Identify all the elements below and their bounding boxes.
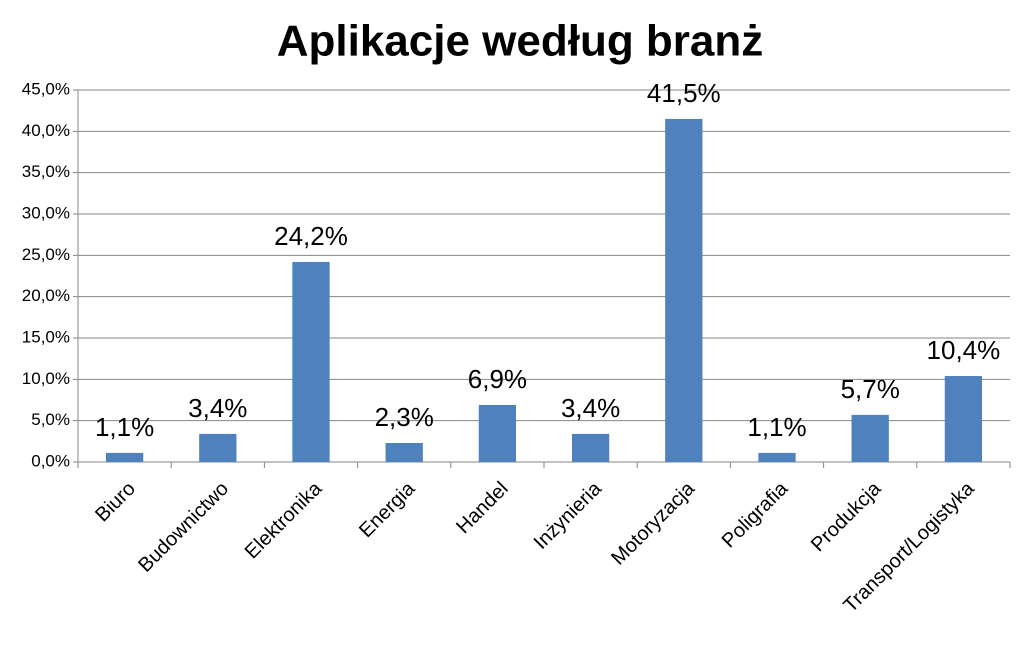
bar xyxy=(944,376,983,462)
x-tick-label: Elektronika xyxy=(241,477,327,563)
data-label: 1,1% xyxy=(747,412,806,442)
x-tick-label: Biuro xyxy=(91,478,140,527)
x-tick-label: Produkcja xyxy=(807,477,886,556)
x-tick-label: Budownictwo xyxy=(134,478,233,577)
bar xyxy=(292,261,330,462)
bar xyxy=(105,452,144,462)
y-tick-label: 30,0% xyxy=(22,203,70,222)
data-label: 41,5% xyxy=(647,78,721,108)
y-tick-label: 40,0% xyxy=(22,121,70,140)
data-label: 2,3% xyxy=(375,402,434,432)
x-tick-label: Energia xyxy=(355,477,420,542)
bar xyxy=(851,414,889,462)
bar xyxy=(478,404,517,462)
y-tick-label: 10,0% xyxy=(22,369,70,388)
data-label: 6,9% xyxy=(468,364,527,394)
x-tick-label: Poligrafia xyxy=(718,477,793,552)
bar xyxy=(199,433,237,462)
bar xyxy=(385,442,423,462)
bar xyxy=(571,433,610,462)
y-tick-label: 0,0% xyxy=(31,451,70,470)
data-label: 24,2% xyxy=(274,221,348,251)
bar xyxy=(758,452,796,462)
x-tick-label: Motoryzacja xyxy=(607,477,699,569)
data-label: 3,4% xyxy=(188,393,247,423)
data-label: 5,7% xyxy=(841,374,900,404)
data-label: 1,1% xyxy=(95,412,154,442)
y-tick-label: 45,0% xyxy=(22,79,70,98)
y-tick-label: 15,0% xyxy=(22,327,70,346)
y-tick-label: 5,0% xyxy=(31,410,70,429)
x-tick-label: Handel xyxy=(452,478,512,538)
data-label: 10,4% xyxy=(927,335,1001,365)
data-label: 3,4% xyxy=(561,393,620,423)
y-tick-label: 20,0% xyxy=(22,286,70,305)
bar xyxy=(665,118,703,462)
y-tick-label: 35,0% xyxy=(22,162,70,181)
y-tick-label: 25,0% xyxy=(22,245,70,264)
chart-title: Aplikacje według branż xyxy=(277,17,764,66)
x-tick-label: Inżynieria xyxy=(530,477,607,554)
